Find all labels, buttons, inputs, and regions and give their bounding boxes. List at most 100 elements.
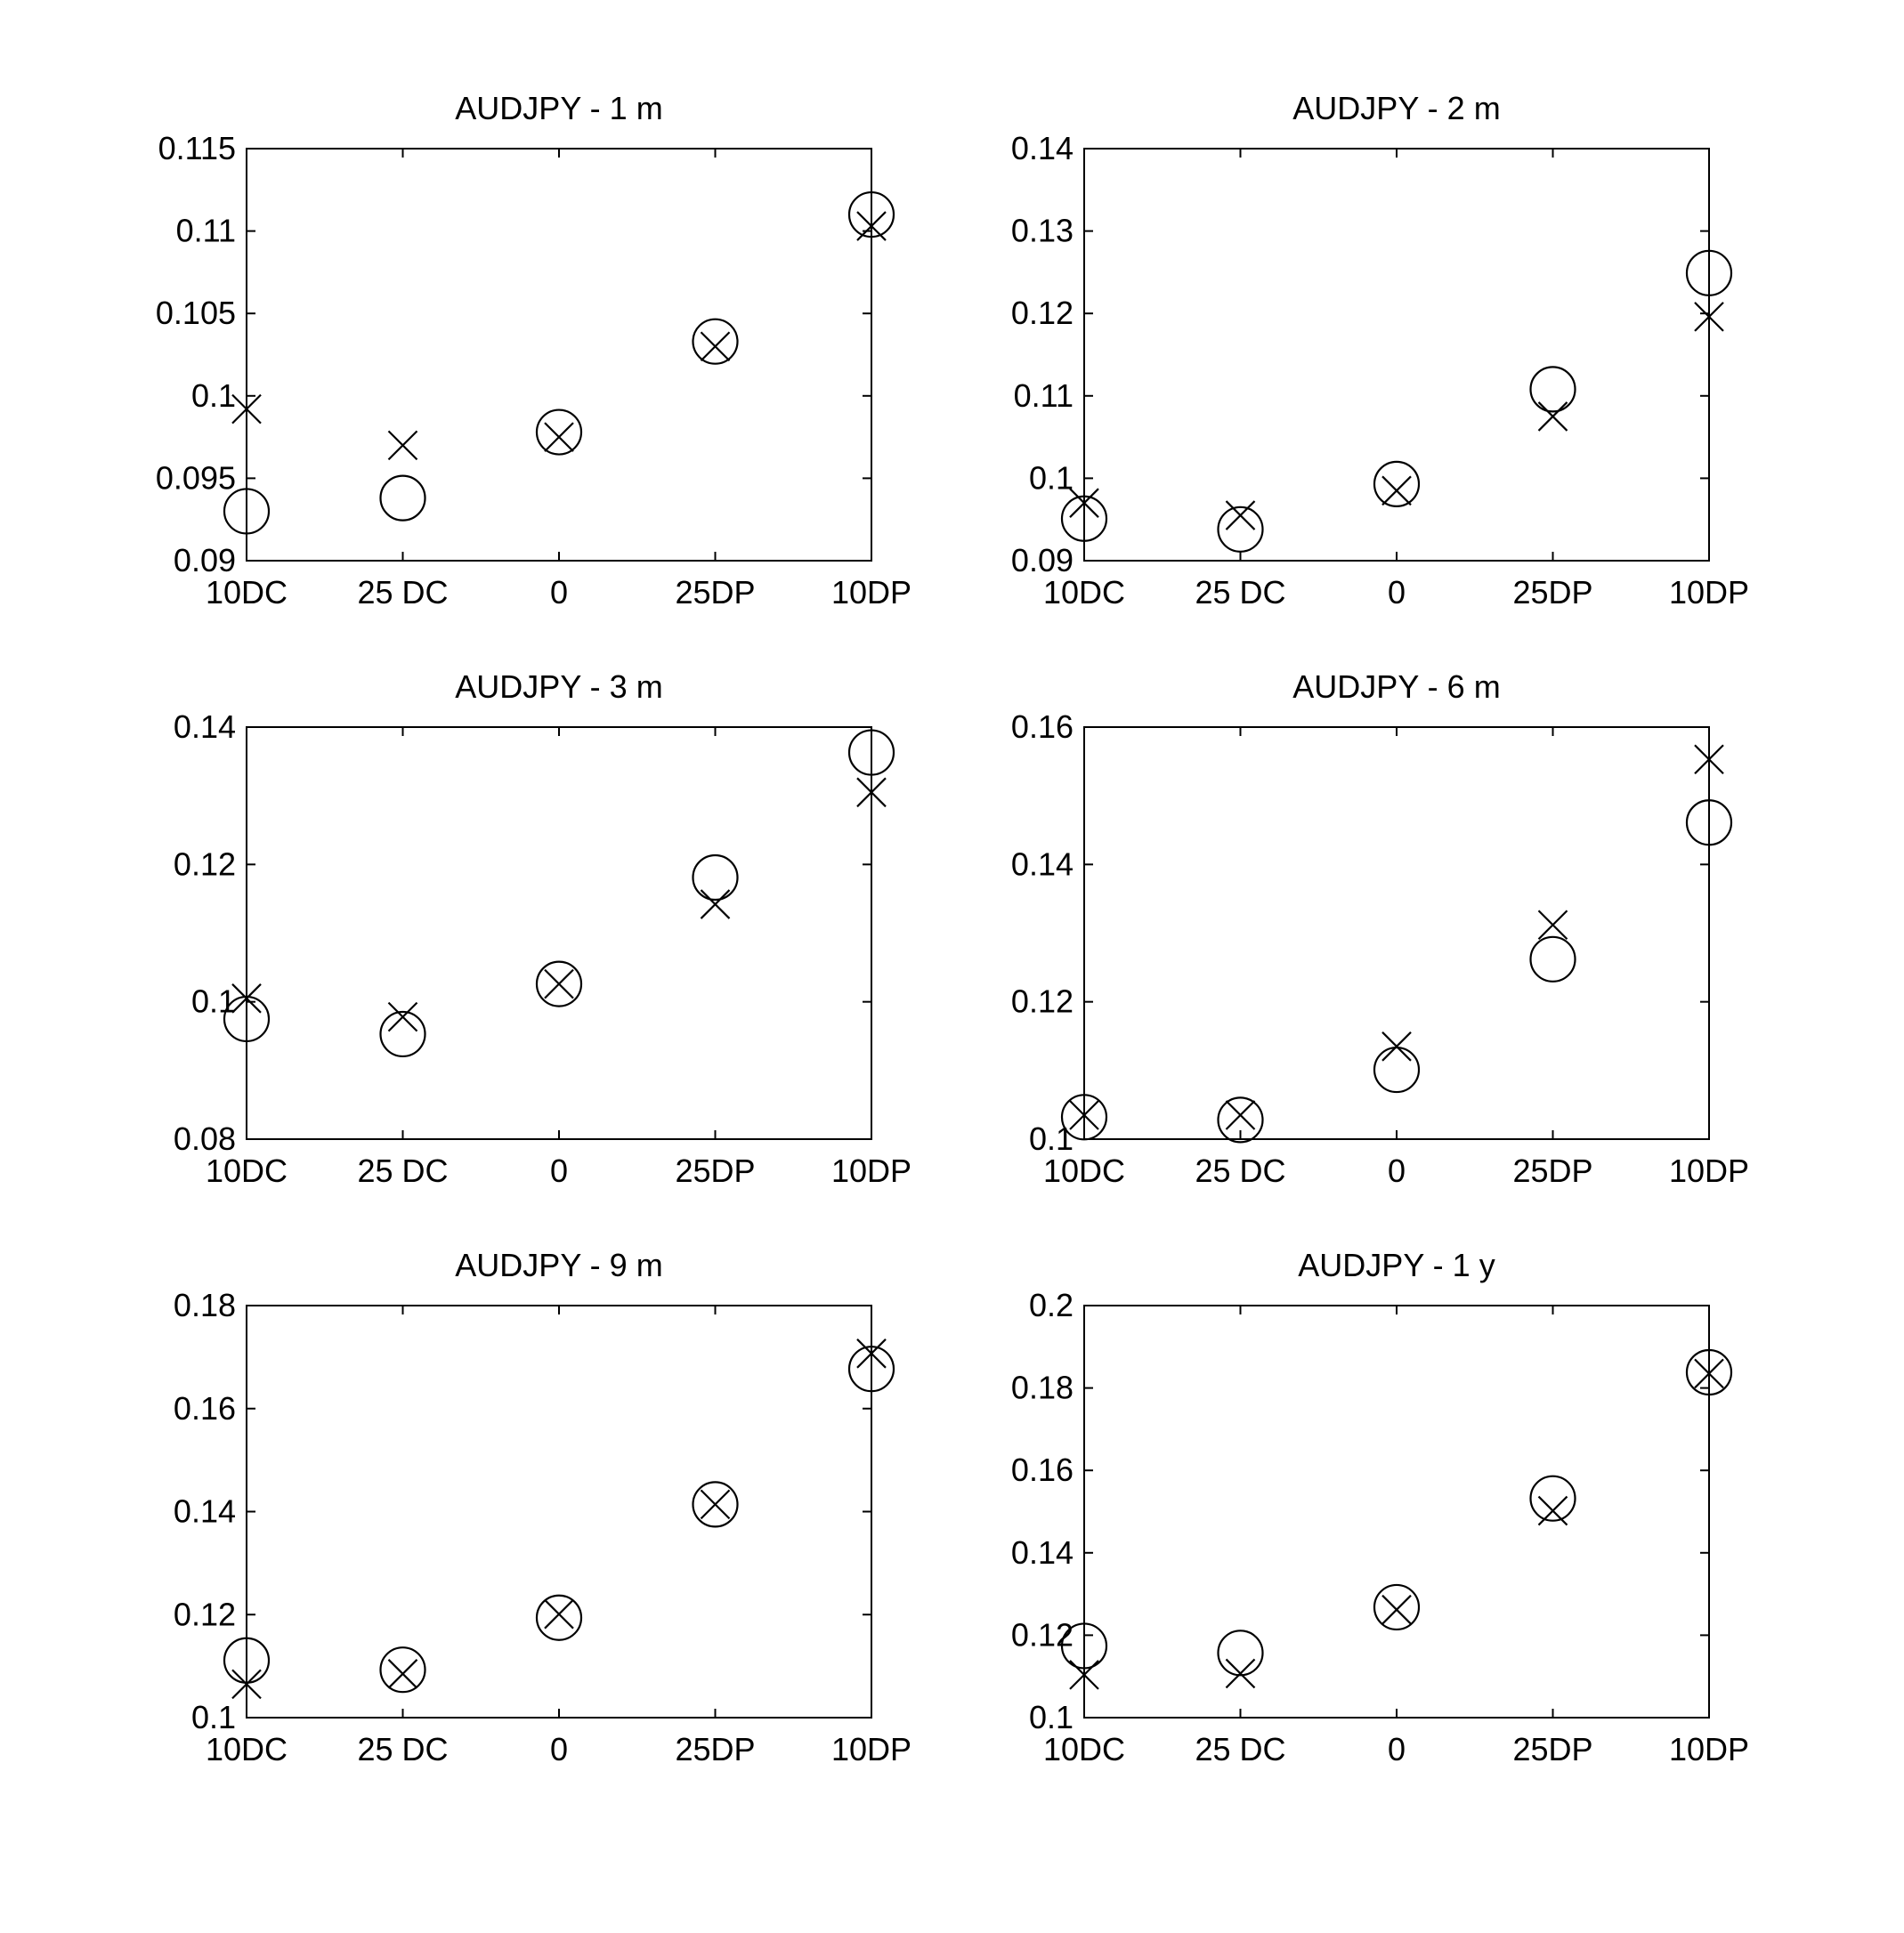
circle-marker (1060, 1622, 1108, 1670)
x-marker-stroke (231, 983, 262, 1014)
x-marker-stroke (856, 777, 887, 808)
x-tick-label: 10DC (206, 1153, 288, 1189)
x-marker (387, 1659, 418, 1689)
chart-title: AUDJPY - 2 m (1292, 90, 1500, 126)
x-marker (1694, 1358, 1724, 1389)
y-tick-label: 0.14 (1011, 1534, 1074, 1571)
chart-title: AUDJPY - 1 y (1298, 1247, 1495, 1283)
x-marker (544, 968, 574, 999)
y-tick-label: 0.16 (174, 1390, 236, 1427)
x-tick-label: 0 (1388, 574, 1406, 611)
y-tick-label: 0.14 (174, 708, 236, 745)
axes-box (1083, 148, 1710, 562)
circle-marker (1373, 460, 1421, 507)
circle-marker (692, 318, 739, 365)
subplot-6: AUDJPY - 1 y 0.1 0.12 0.14 0.16 0.18 0.2 10DC 25… (1011, 1247, 1749, 1767)
x-tick-label: 25DP (675, 1153, 755, 1189)
axes-box (246, 1305, 872, 1719)
x-marker-stroke (1381, 1594, 1412, 1625)
x-marker-stroke (700, 331, 731, 362)
x-marker-stroke (1694, 744, 1724, 775)
circle-marker (223, 1637, 271, 1684)
x-marker (856, 777, 887, 808)
chart-title: AUDJPY - 1 m (455, 90, 662, 126)
x-tick-label: 25 DC (1195, 1153, 1285, 1189)
y-tick-label: 0.095 (156, 459, 236, 496)
x-marker (700, 889, 731, 919)
circle-marker (1217, 505, 1264, 553)
x-marker-stroke (1537, 910, 1568, 941)
x-marker-stroke (387, 430, 418, 461)
circle-marker (1373, 1583, 1421, 1631)
circle-marker (692, 1481, 739, 1528)
x-tick-label: 25 DC (357, 1153, 448, 1189)
x-tick-label: 10DP (831, 574, 911, 611)
y-tick-label: 0.12 (1011, 1616, 1074, 1653)
x-marker (856, 1339, 887, 1369)
x-marker-stroke (1225, 1658, 1256, 1689)
x-tick-label: 10DP (831, 1731, 911, 1767)
circle-marker (535, 408, 583, 456)
x-marker (1381, 475, 1412, 506)
x-marker-stroke (1225, 500, 1256, 530)
x-tick-label: 10DP (1669, 1731, 1749, 1767)
x-marker (544, 422, 574, 452)
circle-marker (847, 190, 895, 239)
x-marker-stroke (544, 968, 574, 999)
x-marker-stroke (1381, 1031, 1412, 1062)
x-marker (231, 1669, 262, 1700)
x-tick-label: 10DC (206, 1731, 288, 1767)
x-marker-stroke (1225, 1100, 1256, 1130)
x-marker-stroke (700, 1489, 731, 1520)
x-marker-stroke (544, 1598, 574, 1630)
circle-marker (1373, 1046, 1421, 1094)
circle-marker (223, 995, 271, 1043)
x-tick-label: 10DP (831, 1153, 911, 1189)
circle-marker (379, 1010, 426, 1058)
x-marker (1537, 910, 1568, 941)
y-tick-label: 0.1 (1029, 1120, 1074, 1157)
axes-box (246, 726, 872, 1140)
circle-marker (1060, 495, 1108, 542)
x-marker (1069, 1100, 1099, 1130)
y-tick-label: 0.14 (1011, 845, 1074, 882)
circle-marker (1685, 799, 1733, 846)
x-tick-label: 25 DC (1195, 1731, 1285, 1767)
subplot-3: AUDJPY - 3 m 0.08 0.1 0.12 0.14 10DC 25 DC 0 25D… (174, 668, 911, 1189)
y-tick-label: 0.16 (1011, 1452, 1074, 1488)
y-tick-label: 0.18 (174, 1287, 236, 1323)
y-tick-label: 0.14 (1011, 130, 1074, 166)
x-tick-label: 25 DC (357, 1731, 448, 1767)
y-tick-label: 0.16 (1011, 708, 1074, 745)
y-tick-label: 0.1 (1029, 1699, 1074, 1735)
circle-marker (847, 1346, 895, 1393)
y-tick-label: 0.2 (1029, 1287, 1074, 1323)
circle-marker (535, 1594, 583, 1641)
x-tick-label: 25DP (1512, 1731, 1592, 1767)
circle-marker (1060, 1094, 1108, 1141)
y-tick-label: 0.13 (1011, 213, 1074, 249)
subplot-1: AUDJPY - 1 m 0.09 0.095 0.1 0.105 0.11 0.115 10… (156, 90, 911, 611)
y-tick-label: 0.12 (1011, 295, 1074, 331)
x-tick-label: 25DP (675, 574, 755, 611)
y-tick-label: 0.18 (1011, 1370, 1074, 1406)
circle-marker (223, 488, 271, 535)
subplot-4: AUDJPY - 6 m 0.1 0.12 0.14 0.16 10DC 25 DC 0 25D… (1011, 668, 1749, 1189)
x-marker-stroke (544, 422, 574, 452)
x-tick-label: 25 DC (357, 574, 448, 611)
chart-title: AUDJPY - 3 m (455, 668, 662, 705)
circle-marker (1529, 935, 1576, 983)
x-marker (231, 393, 262, 425)
x-marker (1225, 500, 1256, 530)
x-tick-label: 10DC (1043, 1731, 1125, 1767)
x-tick-label: 25DP (675, 1731, 755, 1767)
chart-title: AUDJPY - 6 m (1292, 668, 1500, 705)
circle-marker (1529, 1475, 1576, 1522)
y-tick-label: 0.105 (156, 295, 236, 331)
x-marker (1537, 401, 1568, 432)
circle-marker (1685, 249, 1733, 296)
x-marker-stroke (1069, 488, 1099, 518)
x-tick-label: 10DC (1043, 574, 1125, 611)
x-marker-stroke (1537, 401, 1568, 432)
